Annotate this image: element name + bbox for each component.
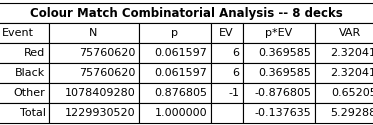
Bar [138, 103, 210, 123]
Text: N: N [89, 28, 98, 38]
Bar [210, 83, 242, 103]
Text: 2.320412: 2.320412 [330, 48, 373, 58]
Text: 1.000000: 1.000000 [155, 108, 207, 118]
Bar [138, 23, 210, 43]
Bar [242, 43, 314, 63]
Bar [0, 43, 48, 63]
Bar [0, 103, 48, 123]
Text: 5.292880: 5.292880 [330, 108, 373, 118]
Bar [48, 23, 138, 43]
Bar [0, 3, 373, 23]
Bar [48, 43, 138, 63]
Text: Event: Event [1, 28, 34, 38]
Bar [242, 103, 314, 123]
Text: Other: Other [14, 88, 46, 98]
Text: p*EV: p*EV [265, 28, 292, 38]
Text: p: p [171, 28, 178, 38]
Bar [0, 23, 48, 43]
Text: 75760620: 75760620 [79, 48, 135, 58]
Bar [314, 63, 373, 83]
Bar [210, 63, 242, 83]
Text: Red: Red [24, 48, 46, 58]
Bar [138, 43, 210, 63]
Bar [0, 83, 48, 103]
Bar [210, 43, 242, 63]
Bar [48, 63, 138, 83]
Bar [0, 63, 48, 83]
Bar [210, 103, 242, 123]
Bar [314, 23, 373, 43]
Text: Black: Black [15, 68, 46, 78]
Text: 1078409280: 1078409280 [65, 88, 135, 98]
Text: EV: EV [219, 28, 234, 38]
Text: Total: Total [19, 108, 46, 118]
Bar [314, 43, 373, 63]
Bar [242, 23, 314, 43]
Bar [48, 83, 138, 103]
Bar [242, 63, 314, 83]
Bar [210, 23, 242, 43]
Text: -0.876805: -0.876805 [254, 88, 311, 98]
Bar [314, 83, 373, 103]
Bar [242, 83, 314, 103]
Text: -0.137635: -0.137635 [255, 108, 311, 118]
Text: 0.652056: 0.652056 [331, 88, 373, 98]
Text: VAR: VAR [339, 28, 362, 38]
Bar [48, 103, 138, 123]
Text: 0.369585: 0.369585 [258, 68, 311, 78]
Text: 0.061597: 0.061597 [155, 48, 207, 58]
Text: 6: 6 [232, 48, 239, 58]
Text: 0.369585: 0.369585 [258, 48, 311, 58]
Text: 75760620: 75760620 [79, 68, 135, 78]
Text: 0.876805: 0.876805 [154, 88, 207, 98]
Bar [138, 83, 210, 103]
Text: 6: 6 [232, 68, 239, 78]
Bar [138, 63, 210, 83]
Text: Colour Match Combinatorial Analysis -- 8 decks: Colour Match Combinatorial Analysis -- 8… [30, 6, 343, 20]
Text: -1: -1 [229, 88, 239, 98]
Text: 0.061597: 0.061597 [155, 68, 207, 78]
Bar [314, 103, 373, 123]
Text: 1229930520: 1229930520 [65, 108, 135, 118]
Text: 2.320412: 2.320412 [330, 68, 373, 78]
